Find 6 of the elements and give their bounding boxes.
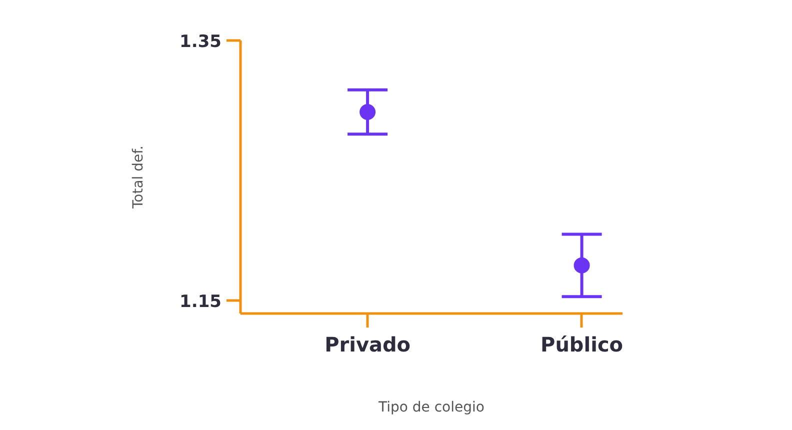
x-tick-label: Público <box>540 332 624 356</box>
x-axis-title: Tipo de colegio <box>378 400 484 416</box>
x-tick-label: Privado <box>324 332 411 356</box>
y-tick-label: 1.35 <box>180 32 222 52</box>
y-tick-label: 1.15 <box>180 292 222 312</box>
y-axis-title: Total def. <box>130 145 147 210</box>
